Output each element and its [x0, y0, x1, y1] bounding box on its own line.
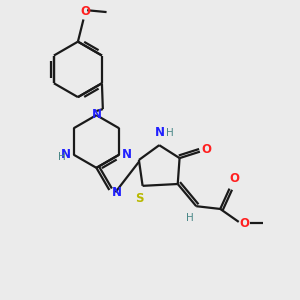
Text: S: S — [135, 192, 143, 205]
Text: O: O — [240, 217, 250, 230]
Text: N: N — [112, 186, 122, 199]
Text: O: O — [229, 172, 239, 185]
Text: N: N — [155, 126, 165, 139]
Text: N: N — [61, 148, 71, 161]
Text: O: O — [80, 4, 90, 18]
Text: O: O — [201, 143, 212, 156]
Text: N: N — [92, 108, 101, 121]
Text: H: H — [58, 152, 65, 162]
Text: H: H — [186, 213, 194, 223]
Text: N: N — [122, 148, 132, 161]
Text: H: H — [166, 128, 173, 138]
